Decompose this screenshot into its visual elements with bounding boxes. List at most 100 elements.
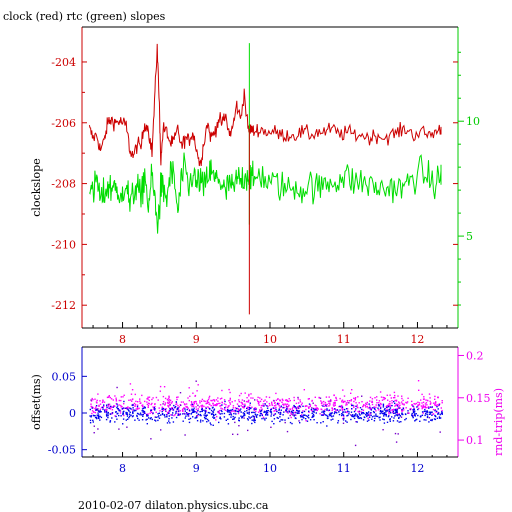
offset-point [288, 411, 291, 413]
offset-point [97, 409, 99, 412]
offset-point [430, 419, 432, 421]
top-y-tick-label: -210 [51, 238, 76, 251]
roundtrip-point [243, 406, 245, 408]
offset-point [96, 417, 98, 420]
roundtrip-point [425, 402, 428, 404]
bottom-x-tick-label: 8 [119, 462, 126, 475]
offset-point [219, 417, 221, 419]
roundtrip-point [238, 401, 240, 403]
offset-point [436, 406, 438, 408]
offset-point [168, 412, 170, 415]
roundtrip-point [401, 397, 403, 400]
roundtrip-point [437, 404, 440, 407]
roundtrip-point [430, 402, 432, 404]
roundtrip-point [91, 412, 93, 415]
offset-point [191, 409, 193, 411]
offset-point [243, 405, 246, 407]
roundtrip-point [336, 399, 338, 401]
offset-point [365, 412, 368, 414]
offset-point [289, 421, 292, 424]
offset-point [137, 417, 139, 420]
roundtrip-point [140, 402, 142, 404]
roundtrip-point [213, 400, 216, 402]
roundtrip-point [418, 402, 421, 404]
roundtrip-point [430, 406, 433, 409]
roundtrip-point [177, 404, 179, 407]
offset-point [172, 412, 174, 414]
roundtrip-point [421, 406, 423, 408]
roundtrip-point [295, 408, 298, 411]
roundtrip-point [401, 403, 403, 405]
offset-point [205, 415, 207, 418]
offset-point [315, 408, 317, 411]
offset-point [219, 413, 221, 415]
roundtrip-point [102, 400, 104, 402]
offset-point [276, 403, 279, 405]
roundtrip-point [139, 400, 141, 402]
offset-point [162, 403, 164, 405]
offset-point [388, 409, 390, 411]
offset-point [425, 413, 427, 415]
offset-point [136, 414, 138, 417]
offset-point [299, 415, 302, 417]
roundtrip-point [341, 409, 343, 411]
offset-point [342, 419, 345, 421]
roundtrip-point [106, 396, 109, 399]
offset-point [186, 408, 188, 411]
roundtrip-point [428, 393, 431, 395]
offset-point [207, 420, 210, 422]
offset-point [111, 412, 114, 414]
roundtrip-point [91, 406, 94, 408]
offset-point [122, 407, 125, 409]
offset-point [296, 412, 299, 415]
offset-point [363, 416, 365, 418]
roundtrip-point [405, 407, 407, 409]
roundtrip-point [418, 407, 420, 410]
offset-point [358, 417, 361, 419]
offset-point [205, 407, 207, 410]
roundtrip-point [250, 397, 252, 399]
roundtrip-point [99, 400, 101, 402]
roundtrip-point [268, 396, 271, 399]
offset-point [342, 414, 345, 416]
roundtrip-point [304, 405, 306, 408]
offset-point [339, 409, 341, 411]
roundtrip-point [225, 409, 227, 411]
roundtrip-point [219, 405, 221, 407]
roundtrip-point [334, 402, 336, 404]
offset-point [192, 409, 195, 411]
roundtrip-point [148, 396, 151, 398]
offset-point [277, 417, 279, 419]
roundtrip-point [360, 411, 362, 413]
offset-point [242, 412, 244, 414]
roundtrip-point [407, 412, 410, 414]
offset-point [388, 415, 390, 417]
offset-point [292, 409, 295, 412]
roundtrip-point [240, 392, 242, 395]
offset-point [311, 416, 313, 418]
roundtrip-point [405, 401, 407, 404]
offset-point [331, 415, 333, 418]
roundtrip-point [342, 417, 344, 420]
offset-point [400, 416, 403, 418]
offset-point [342, 422, 345, 424]
bottom-x-tick-label: 10 [263, 462, 277, 475]
offset-point [312, 413, 315, 416]
offset-point [328, 409, 331, 411]
offset-point [177, 413, 180, 415]
offset-point [107, 416, 109, 419]
roundtrip-point [205, 406, 207, 409]
roundtrip-point [177, 408, 180, 411]
roundtrip-point [229, 397, 231, 400]
roundtrip-point [421, 393, 423, 396]
offset-point [298, 420, 300, 422]
roundtrip-point [388, 403, 390, 405]
offset-point [441, 412, 443, 414]
offset-point [143, 412, 146, 414]
roundtrip-point [228, 400, 230, 402]
offset-point [379, 407, 382, 409]
roundtrip-point [147, 413, 149, 415]
roundtrip-point [366, 401, 368, 404]
offset-point [97, 415, 99, 417]
